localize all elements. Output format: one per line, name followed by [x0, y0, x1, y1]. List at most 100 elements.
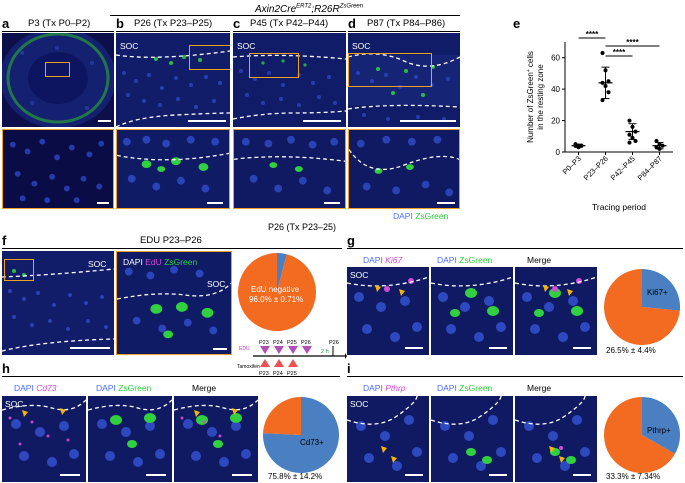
panel-b-roi-box	[189, 45, 230, 70]
panel-h-img-3	[174, 396, 258, 482]
panel-h-soc-label: SOC	[5, 399, 24, 409]
panel-f-roi-box	[4, 259, 34, 281]
panel-e-chart: 0 20 40 60 P0–P3 P23–P26 P42–P45 P84–P87 **** ***…	[513, 30, 683, 220]
panel-c-roi-box	[249, 53, 299, 78]
timeline-top-day: P26	[301, 340, 311, 346]
data-point	[600, 98, 605, 103]
timeline-end-day: P26	[329, 340, 339, 346]
tamoxifen-label: Tamoxifen	[237, 364, 260, 370]
pthrp-pie-label: Pthrp+	[647, 426, 671, 435]
edu-pie-label: EdU negative	[251, 285, 300, 294]
panel-f-inset-soc-label: SOC	[207, 279, 226, 289]
data-point	[654, 139, 659, 143]
panel-g-img-3	[515, 267, 597, 355]
panel-i-img-1: SOC	[347, 396, 429, 482]
row2-subtitle: P26 (Tx P23–25)	[268, 222, 337, 232]
panel-d-letter: d	[348, 16, 356, 31]
x-axis-label: Tracing period	[592, 202, 646, 212]
timeline-arrowhead	[345, 353, 347, 359]
edu-triangle	[260, 346, 270, 354]
panel-g-title-1: DAPI Ki67	[363, 255, 403, 265]
panel-a-roi-box	[45, 62, 70, 77]
cd73-negative-slice	[263, 397, 301, 435]
edu-triangle	[302, 346, 312, 354]
panel-h-pie: Cd73+	[262, 396, 340, 474]
tamoxifen-triangle	[260, 359, 270, 367]
panel-e-letter: e	[513, 16, 521, 31]
edu-pie	[238, 253, 316, 331]
data-point	[627, 132, 632, 137]
cd73-pie-value: 75.8% ± 14.2%	[268, 472, 323, 481]
edu-pie-value: 96.0% ± 0.71%	[249, 295, 304, 304]
x-tick-label: P42–P45	[609, 154, 637, 182]
row1-legend: DAPI ZsGreen	[393, 211, 449, 221]
panel-b-image: SOC	[116, 33, 230, 127]
panel-g-title-3: Merge	[527, 255, 552, 265]
panel-h-title-1: DAPI Cd73	[14, 383, 57, 393]
panel-f-pie: EdU negative 96.0% ± 0.71%	[237, 252, 317, 332]
panel-b-inset	[116, 129, 230, 209]
panel-a-inset	[2, 129, 114, 209]
ki67-pie-value: 26.5% ± 4.4%	[606, 346, 656, 355]
panel-c-soc-label: SOC	[237, 41, 256, 51]
y-tick-label: 0	[556, 148, 561, 157]
timeline-top-day: P25	[287, 340, 297, 346]
panel-i-pie: Pthrp+	[603, 396, 681, 474]
panel-f-image: SOC	[2, 251, 114, 355]
panel-b-title: P26 (Tx P23–P25)	[134, 18, 213, 29]
significance-label: ****	[626, 38, 639, 47]
panel-b-soc-label: SOC	[120, 41, 139, 51]
scatter-chart: 0204060P0–P3P23–P26P42–P45P84–P87*******…	[526, 30, 673, 212]
panel-g-pie: Ki67+	[603, 268, 681, 346]
panel-c-title: P45 (Tx P42–P44)	[250, 18, 329, 29]
ki67-pie-label: Ki67+	[647, 288, 668, 297]
panel-g-img-1: SOC	[347, 267, 429, 355]
data-point	[633, 139, 638, 143]
pthrp-negative-slice	[604, 397, 675, 473]
genotype-title: Axin2CreERT2;R26RZsGreen	[255, 4, 364, 16]
edu-positive-slice	[277, 253, 287, 292]
panel-i-title-1: DAPI Pthrp	[363, 383, 406, 393]
panel-i-letter: i	[347, 361, 351, 376]
panel-h-letter: h	[2, 361, 10, 376]
data-point	[600, 51, 605, 55]
timeline-bottom-day: P23	[259, 371, 269, 377]
data-point	[606, 90, 611, 95]
panel-c-letter: c	[233, 16, 241, 31]
panel-f-title: EDU P23–P26	[140, 235, 202, 246]
panel-i-title-3: Merge	[527, 383, 552, 393]
panel-d-inset	[348, 129, 460, 209]
panel-d-title: P87 (Tx P84–P86)	[367, 18, 446, 29]
y-tick-label: 60	[551, 54, 560, 63]
panel-h-img-1: SOC	[2, 396, 86, 482]
panel-a-scalebar	[98, 120, 111, 122]
panel-h-title-3: Merge	[192, 383, 217, 393]
y-tick-label: 20	[551, 117, 560, 126]
tamoxifen-triangle	[274, 359, 284, 367]
panel-d-image: SOC	[348, 33, 460, 127]
panel-g-soc-label: SOC	[350, 270, 369, 280]
edu-label: EDU	[239, 346, 250, 352]
panel-i-title-2: DAPI ZsGreen	[437, 383, 493, 393]
treatment-timeline: EDU Tamoxifen P23 P24 P25 P26 P23 P24 P25 P26 2 h	[237, 336, 347, 382]
panel-g-title-2: DAPI ZsGreen	[437, 255, 493, 265]
genotype-rule	[110, 15, 460, 17]
panel-f-letter: f	[2, 233, 7, 248]
data-point	[627, 140, 632, 145]
pthrp-positive-slice	[642, 397, 680, 454]
panel-f-channel-legend: DAPI EdU ZsGreen	[123, 257, 198, 267]
data-point	[627, 118, 632, 123]
panel-c-inset	[233, 129, 346, 209]
timeline-top-day: P23	[259, 340, 269, 346]
significance-label: ****	[586, 30, 599, 39]
timeline-duration: 2 h	[321, 349, 329, 355]
x-tick-label: P84–P87	[636, 154, 664, 182]
timeline-bottom-day: P25	[287, 371, 297, 377]
panel-d-roi-box	[348, 53, 432, 87]
panel-d-soc-label: SOC	[352, 41, 371, 51]
panel-g-letter: g	[347, 233, 355, 248]
timeline-top-day: P24	[273, 340, 283, 346]
ki67-negative-slice	[604, 269, 680, 345]
panel-a-letter: a	[2, 16, 10, 31]
cd73-pie-label: Cd73+	[300, 438, 324, 447]
